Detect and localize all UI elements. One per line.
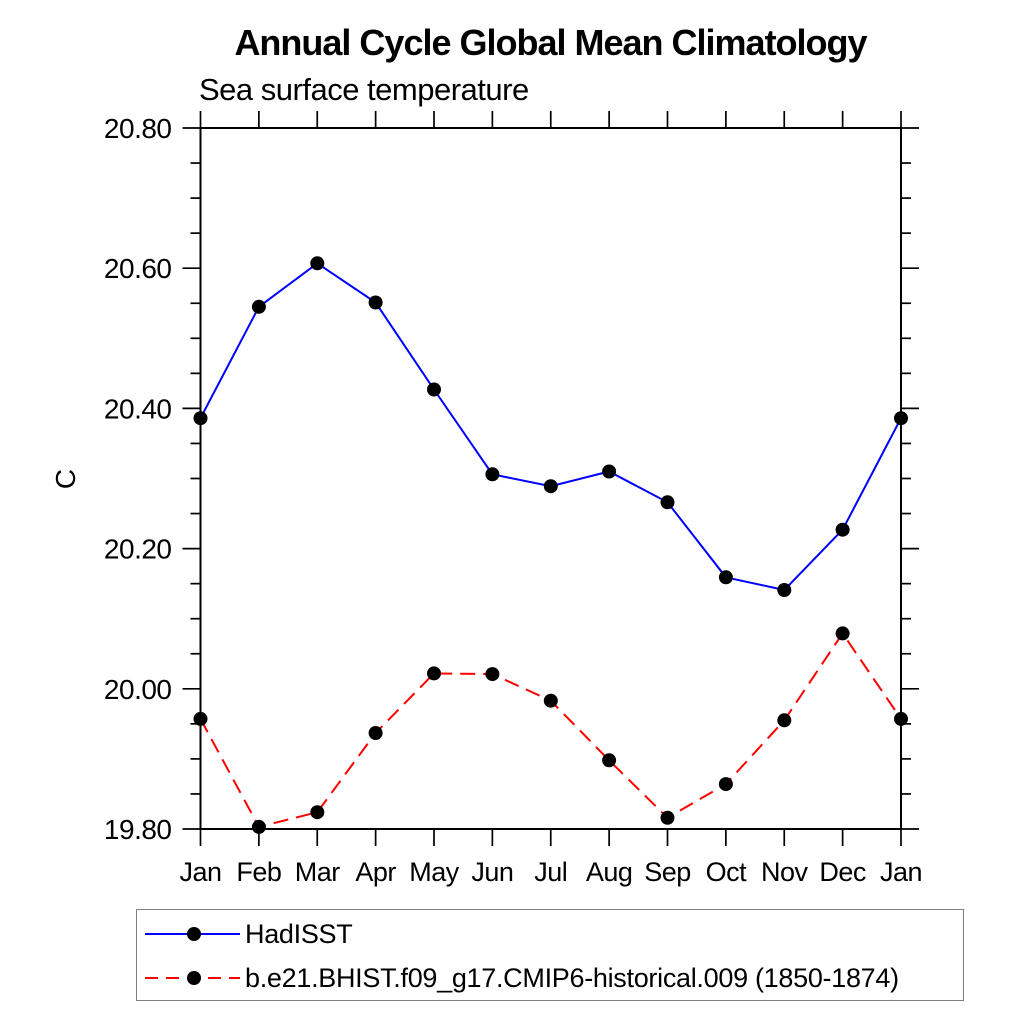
- y-tick-label: 20.40: [104, 393, 172, 424]
- x-tick-label: Mar: [295, 857, 341, 887]
- x-ticks: [199, 111, 902, 846]
- data-point-marker: [193, 711, 208, 726]
- series-line-1: [199, 631, 902, 829]
- data-point-marker: [251, 819, 266, 834]
- data-point-marker: [485, 667, 500, 682]
- x-tick-label: Nov: [761, 857, 809, 887]
- x-tick-label: Apr: [355, 857, 396, 887]
- y-tick-label: 20.60: [104, 253, 172, 284]
- data-point-marker: [368, 295, 383, 310]
- legend-marker-dot: [187, 971, 201, 985]
- data-point-marker: [310, 805, 325, 820]
- legend-row-0: HadISST: [137, 912, 963, 956]
- y-tick-labels: 19.80 20.00 20.20 20.40 20.60 20.80: [104, 113, 172, 845]
- y-tick-label: 19.80: [104, 814, 172, 845]
- x-tick-label: Feb: [236, 857, 281, 887]
- x-tick-label: Jan: [179, 857, 221, 887]
- legend-box: HadISST b.e21.BHIST.f09_g17.CMIP6-histori…: [136, 909, 964, 1001]
- data-point-marker: [835, 522, 850, 537]
- data-point-marker: [777, 713, 792, 728]
- data-point-marker: [602, 464, 617, 479]
- data-point-marker: [427, 666, 441, 681]
- plot-spine: [199, 127, 902, 830]
- series-markers-0: [193, 256, 908, 597]
- legend-line-sample-0: [145, 927, 240, 941]
- x-tick-label: Dec: [819, 857, 866, 887]
- data-point-marker: [543, 693, 558, 708]
- data-point-marker: [251, 299, 266, 314]
- data-point-marker: [894, 711, 908, 726]
- plot-area: 19.80 20.00 20.20 20.40 20.60 20.80 Jan Feb Mar A…: [104, 111, 923, 887]
- data-point-marker: [543, 479, 558, 494]
- data-point-marker: [193, 411, 208, 426]
- data-point-marker: [660, 495, 675, 510]
- x-tick-label: Aug: [586, 857, 633, 887]
- legend-line-sample-1: [145, 971, 240, 985]
- data-point-marker: [718, 570, 733, 585]
- series-markers-1: [193, 626, 908, 834]
- data-point-marker: [310, 256, 325, 271]
- y-tick-label: 20.80: [104, 113, 172, 144]
- data-point-marker: [427, 382, 441, 397]
- x-tick-label: Jul: [534, 857, 567, 887]
- data-point-marker: [835, 626, 850, 641]
- data-point-marker: [777, 583, 792, 597]
- x-tick-label: Sep: [644, 857, 691, 887]
- data-point-marker: [718, 777, 733, 792]
- x-tick-labels: Jan Feb Mar Apr May Jun Jul Aug Sep Oct Nov Dec Jan: [179, 857, 922, 887]
- x-tick-label: May: [409, 857, 460, 887]
- legend-label-0: HadISST: [245, 918, 353, 949]
- data-point-marker: [660, 810, 675, 825]
- y-tick-label: 20.20: [104, 534, 172, 565]
- x-tick-label: Oct: [706, 857, 748, 887]
- data-point-marker: [485, 467, 500, 482]
- x-tick-label: Jun: [471, 857, 513, 887]
- chart-title: Annual Cycle Global Mean Climatology: [234, 22, 867, 63]
- chart-subtitle: Sea surface temperature: [199, 72, 529, 107]
- data-point-marker: [894, 411, 908, 426]
- data-point-marker: [368, 726, 383, 740]
- legend-row-1: b.e21.BHIST.f09_g17.CMIP6-historical.009…: [137, 956, 963, 1000]
- legend-label-1: b.e21.BHIST.f09_g17.CMIP6-historical.009…: [245, 962, 899, 993]
- data-point-marker: [602, 753, 617, 768]
- legend-marker-dot: [187, 927, 201, 941]
- y-ticks: [182, 127, 919, 830]
- y-tick-label: 20.00: [104, 674, 172, 705]
- x-tick-label: Jan: [880, 857, 922, 887]
- series-line-0: [199, 262, 902, 592]
